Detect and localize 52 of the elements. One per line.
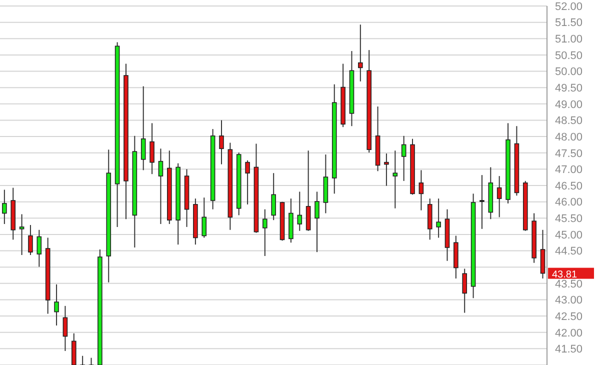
candlestick — [462, 268, 468, 314]
y-tick-label: 46.00 — [555, 196, 583, 209]
candlestick — [71, 332, 76, 365]
candlestick — [150, 122, 154, 175]
candlestick — [358, 24, 363, 82]
candlestick — [80, 355, 85, 365]
y-tick-label: 49.50 — [555, 82, 583, 94]
candlestick — [88, 357, 94, 365]
candlestick — [2, 189, 7, 225]
y-tick-label: 45.50 — [555, 213, 583, 226]
candlestick — [140, 86, 146, 171]
candlestick — [297, 191, 302, 232]
candlestick — [28, 224, 33, 256]
candlestick — [219, 120, 224, 165]
y-tick-label: 49.00 — [555, 98, 583, 111]
y-tick-label: 47.50 — [555, 148, 583, 160]
candlestick — [480, 174, 484, 230]
candlestick — [496, 176, 502, 218]
y-tick-label: 46.50 — [555, 180, 583, 192]
candlestick — [418, 170, 424, 211]
candlestick — [306, 150, 311, 232]
y-tick-label: 43.00 — [555, 294, 583, 307]
y-tick-label: 42.50 — [555, 310, 583, 323]
candlestick — [384, 153, 389, 186]
y-tick-label: 48.50 — [555, 115, 583, 128]
y-tick-label: 41.50 — [555, 344, 583, 356]
y-tick-label: 51.00 — [555, 34, 583, 46]
y-tick-label: 48.00 — [555, 131, 583, 144]
candlestick — [392, 150, 398, 209]
candlestick — [262, 208, 268, 256]
candlestick — [54, 284, 59, 326]
y-tick-label: 50.50 — [555, 50, 583, 62]
candlestick — [19, 214, 24, 256]
y-tick-label: 44.50 — [555, 246, 583, 258]
candlestick — [436, 198, 441, 238]
candlestick — [62, 305, 68, 352]
y-tick-label: 52.00 — [555, 0, 583, 13]
candlestick — [271, 172, 276, 221]
text: 43.81 — [552, 269, 578, 280]
candlestick — [158, 148, 164, 225]
candlestick — [540, 229, 546, 280]
candlestick — [245, 160, 250, 205]
candlestick — [36, 229, 42, 268]
y-tick-label: 47.00 — [555, 164, 583, 176]
y-tick-label: 45.00 — [555, 229, 583, 242]
candlestick — [401, 135, 406, 182]
y-tick-label: 51.50 — [555, 17, 583, 30]
y-tick-label: 43.50 — [555, 278, 583, 290]
candlestick — [314, 191, 320, 253]
y-tick-label: 42.00 — [555, 327, 583, 340]
candlestick — [202, 197, 207, 238]
y-tick-label: 50.00 — [555, 66, 583, 78]
